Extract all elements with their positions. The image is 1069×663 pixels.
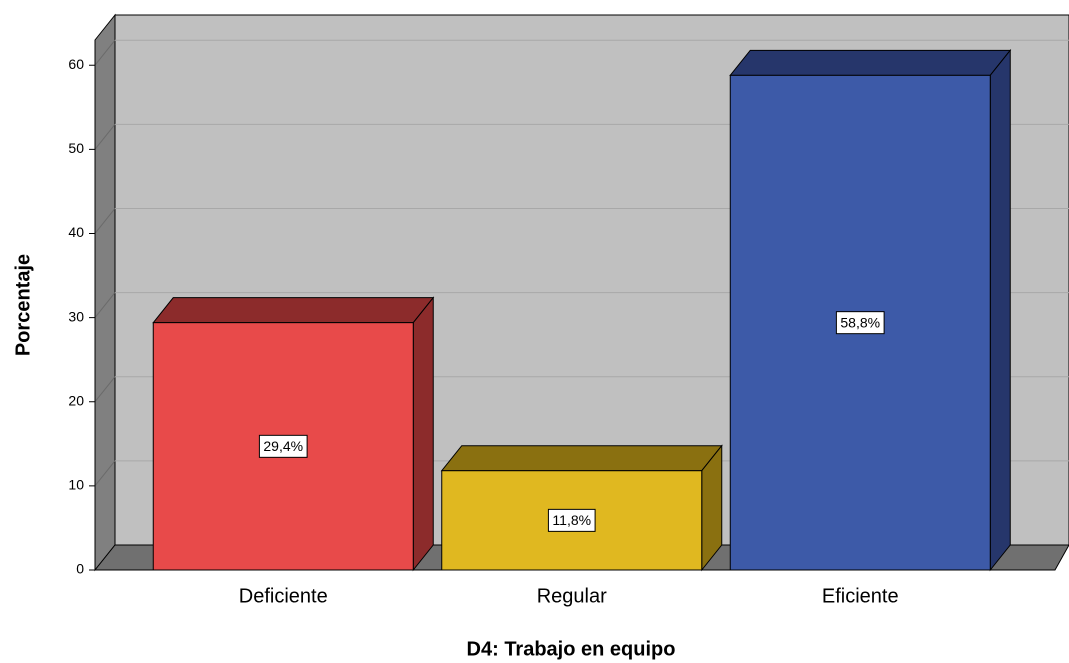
data-label: 29,4% [263,438,303,454]
left-wall [94,13,116,572]
bar-side [412,296,434,572]
data-label-box [258,434,308,458]
y-tick-label: 20 [68,392,84,408]
grid-line [94,460,116,487]
x-axis-title: D4: Trabajo en equipo [467,638,676,660]
y-tick-label: 60 [68,56,84,72]
grid-line [94,292,116,318]
grid-line [94,39,116,66]
y-tick-label: 10 [68,477,84,493]
y-tick-label: 0 [76,561,84,577]
y-tick-label: 40 [68,224,84,240]
bar-top [729,49,1012,76]
grid-line [94,376,116,403]
y-tick-label: 50 [68,140,84,156]
y-tick-label: 30 [68,308,84,324]
grid-line [94,208,116,234]
bar-side [989,48,1011,572]
data-label-box [835,311,885,335]
bar-top [152,297,435,324]
x-tick-label: Regular [537,585,607,607]
grid-line [94,124,116,150]
data-label-box [547,508,596,532]
data-label: 11,8% [552,512,591,528]
x-tick-label: Deficiente [239,585,328,607]
y-axis-title: Porcentaje [12,254,34,356]
data-label: 58,8% [840,314,880,330]
x-tick-label: Eficiente [822,585,899,607]
bar-top [440,445,723,472]
